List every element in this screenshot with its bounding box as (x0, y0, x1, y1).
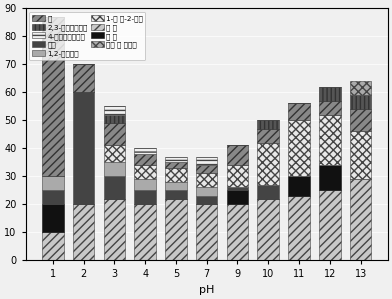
Bar (134, 190, 156, 204)
Bar (288, 120, 310, 176)
Bar (42, 176, 64, 190)
Bar (103, 162, 125, 176)
Bar (319, 165, 341, 190)
Bar (227, 145, 248, 165)
Bar (196, 173, 218, 187)
Bar (42, 190, 64, 204)
Bar (42, 204, 64, 232)
Bar (134, 148, 156, 154)
Bar (196, 187, 218, 196)
Bar (319, 115, 341, 165)
Bar (103, 106, 125, 115)
Bar (319, 87, 341, 100)
Bar (42, 16, 64, 176)
Bar (165, 157, 187, 162)
Bar (227, 165, 248, 187)
Bar (258, 129, 279, 143)
Bar (165, 199, 187, 260)
Bar (350, 81, 371, 95)
Bar (227, 187, 248, 190)
Bar (73, 64, 94, 92)
Bar (196, 157, 218, 165)
Legend: 苯, 2,3-苯并二氢呋喃, 4-乙烯基愈创木酚, 糠醛, 1,2-环戊二酮, 1-羟 基-2-丁酮, 乙 酸, 甲 醇, 左旋 葡 萄糖酮: 苯, 2,3-苯并二氢呋喃, 4-乙烯基愈创木酚, 糠醛, 1,2-环戊二酮, … (29, 12, 145, 60)
Bar (196, 165, 218, 173)
Bar (103, 145, 125, 162)
Bar (227, 204, 248, 260)
Bar (196, 196, 218, 204)
Bar (103, 123, 125, 145)
Bar (350, 179, 371, 260)
Bar (288, 196, 310, 260)
Bar (73, 204, 94, 260)
Bar (350, 95, 371, 109)
Bar (42, 232, 64, 260)
Bar (227, 190, 248, 204)
Bar (319, 100, 341, 115)
Bar (319, 190, 341, 260)
Bar (165, 162, 187, 168)
Bar (288, 103, 310, 120)
Bar (73, 92, 94, 204)
Bar (258, 143, 279, 184)
Bar (196, 204, 218, 260)
Bar (288, 176, 310, 196)
Bar (258, 199, 279, 260)
Bar (134, 204, 156, 260)
Bar (165, 168, 187, 182)
Bar (134, 154, 156, 165)
Bar (103, 176, 125, 199)
Bar (165, 182, 187, 190)
Bar (258, 120, 279, 129)
X-axis label: pH: pH (199, 285, 214, 295)
Bar (258, 184, 279, 199)
Bar (134, 165, 156, 179)
Bar (103, 115, 125, 123)
Bar (350, 109, 371, 131)
Bar (350, 131, 371, 179)
Bar (134, 179, 156, 190)
Bar (165, 190, 187, 199)
Bar (103, 199, 125, 260)
